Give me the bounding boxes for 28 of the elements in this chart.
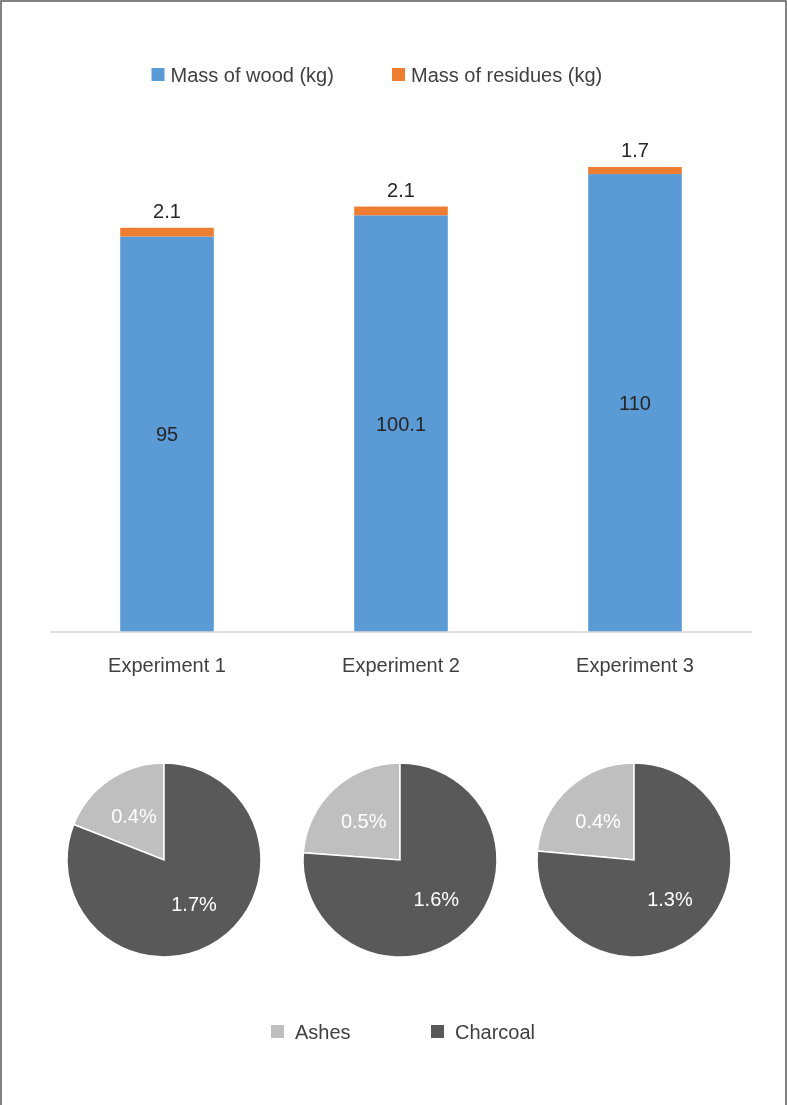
data-label: 1.7 — [621, 139, 649, 161]
pie-slice — [302, 762, 498, 958]
bar — [588, 167, 682, 175]
data-label: 0.4% — [575, 809, 622, 832]
data-label: 2.1 — [153, 199, 181, 222]
data-label: 0.4% — [111, 804, 157, 827]
legend-label: Mass of residues (kg) — [411, 64, 603, 86]
legend-label: Charcoal — [455, 1021, 536, 1043]
data-label: 1.6% — [413, 888, 460, 911]
data-label: 0.5% — [340, 809, 387, 832]
bar — [120, 236, 214, 632]
x-tick-label: Experiment 1 — [108, 654, 226, 676]
x-tick-label: Experiment 3 — [576, 654, 694, 676]
data-label: 1.7% — [171, 893, 218, 916]
pie-slice — [66, 762, 262, 958]
pie-slice — [536, 762, 732, 958]
legend-label: Ashes — [295, 1021, 351, 1043]
data-label: 95 — [155, 423, 179, 446]
legend-label: Mass of wood (kg) — [170, 64, 334, 86]
data-label: 2.1 — [387, 178, 415, 201]
bar — [354, 206, 448, 216]
x-tick-label: Experiment 2 — [342, 654, 460, 676]
bar — [120, 227, 214, 237]
data-label: 100.1 — [375, 412, 427, 435]
bar — [354, 215, 448, 632]
data-label: 1.3% — [647, 888, 693, 911]
bar — [588, 174, 682, 632]
data-label: 110 — [619, 392, 651, 415]
